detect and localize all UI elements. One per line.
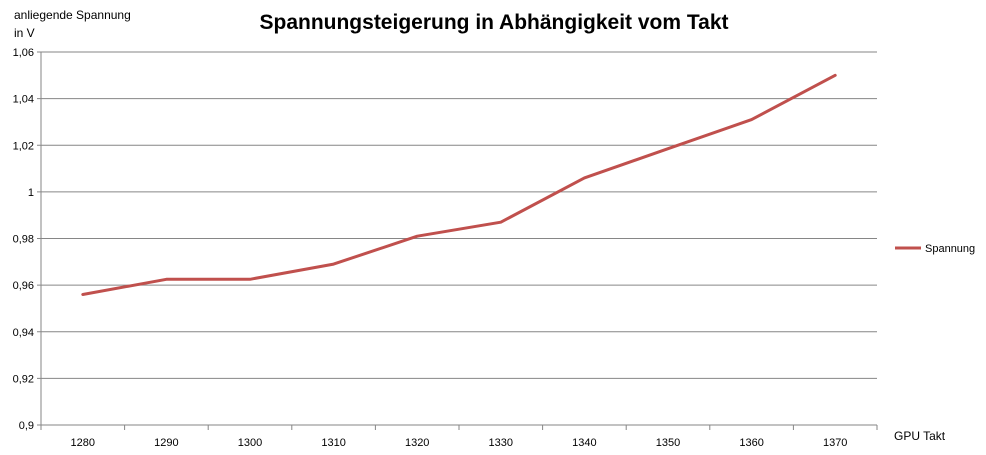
legend-label: Spannung (925, 243, 975, 255)
y-tick-label: 0,96 (13, 280, 34, 292)
series-group (81, 73, 837, 296)
y-tick-label: 1,06 (13, 47, 34, 59)
x-tick-label: 1320 (405, 437, 429, 449)
chart-title: Spannungsteigerung in Abhängigkeit vom T… (259, 11, 728, 34)
series-line-spannung (81, 73, 837, 296)
y-tick-label: 0,98 (13, 234, 34, 246)
x-tick-labels: 1280 1290 1300 1310 1320 1330 1340 1350 1360 1370 (71, 437, 848, 449)
y-tick-label: 1,04 (13, 94, 34, 106)
x-tick-label: 1360 (739, 437, 763, 449)
y-tick-label: 0,94 (13, 327, 34, 339)
y-tick-label: 0,9 (19, 420, 34, 432)
x-tick-label: 1350 (656, 437, 680, 449)
y-axis-title-line1: anliegende Spannung (14, 8, 131, 22)
y-tick-label: 0,92 (13, 373, 34, 385)
y-tick-label: 1,02 (13, 140, 34, 152)
x-tick-label: 1280 (71, 437, 95, 449)
x-tick-label: 1330 (489, 437, 513, 449)
x-tick-label: 1310 (321, 437, 345, 449)
axes (37, 51, 878, 430)
x-tick-label: 1300 (238, 437, 262, 449)
x-tick-label: 1340 (572, 437, 596, 449)
x-tick-label: 1370 (823, 437, 847, 449)
y-tick-labels: 0,9 0,92 0,94 0,96 0,98 1 1,02 1,04 1,06 (13, 47, 34, 432)
x-axis-title: GPU Takt (894, 429, 946, 443)
legend: Spannung (895, 243, 975, 255)
gridlines (41, 51, 877, 379)
y-tick-label: 1 (28, 187, 34, 199)
y-axis-title-line2: in V (14, 26, 35, 40)
x-tick-label: 1290 (154, 437, 178, 449)
